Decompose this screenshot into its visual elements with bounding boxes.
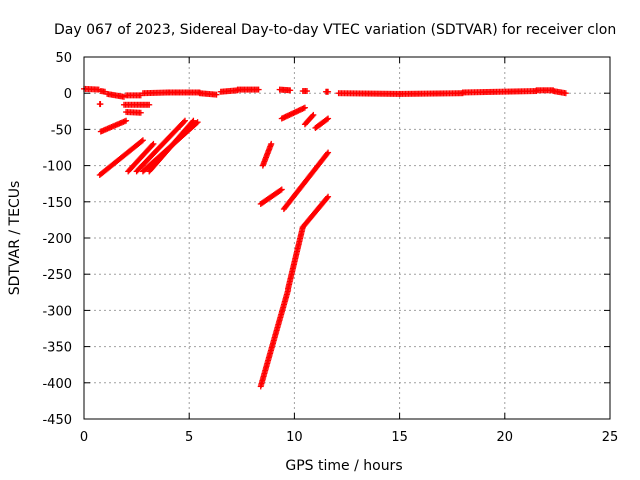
data-point (310, 111, 317, 118)
data-point (255, 86, 262, 93)
data-point (301, 104, 308, 111)
y-tick-label: 50 (55, 51, 72, 66)
data-point (181, 117, 188, 124)
x-tick-label: 5 (185, 430, 193, 445)
data-point (323, 116, 330, 123)
y-tick-label: -100 (42, 160, 72, 175)
x-axis-label: GPS time / hours (285, 458, 402, 474)
data-point (268, 140, 275, 147)
y-axis-label: SDTVAR / TECUs (7, 181, 23, 296)
data-point (97, 101, 104, 108)
data-point (123, 117, 130, 124)
chart-title: Day 067 of 2023, Sidereal Day-to-day VTE… (54, 22, 616, 38)
data-point (324, 150, 331, 157)
data-point (146, 101, 153, 108)
x-tick-label: 10 (286, 430, 303, 445)
data-point (138, 138, 145, 145)
data-point (325, 193, 332, 200)
data-markers (81, 85, 569, 390)
data-point (180, 118, 187, 125)
data-point (150, 140, 157, 147)
x-tick-label: 20 (497, 430, 514, 445)
data-point (139, 137, 146, 144)
data-point (137, 109, 144, 116)
plot-frame (83, 56, 611, 420)
data-point (278, 186, 285, 193)
y-tick-label: -350 (42, 341, 72, 356)
y-tick-label: -450 (42, 413, 72, 428)
grid-lines (84, 57, 610, 419)
x-tick-label: 0 (80, 430, 88, 445)
data-point (309, 112, 316, 119)
data-point (213, 91, 220, 98)
y-tick-label: -300 (42, 304, 72, 319)
data-point (324, 194, 331, 201)
y-tick-label: -150 (42, 196, 72, 211)
x-tick-label: 25 (602, 430, 619, 445)
data-point (562, 90, 569, 97)
y-tick-label: 0 (64, 87, 72, 102)
data-point (149, 141, 156, 148)
x-tick-label: 15 (391, 430, 408, 445)
data-point (287, 87, 294, 94)
data-point (194, 119, 201, 126)
data-point (189, 118, 196, 125)
y-tick-label: -200 (42, 232, 72, 247)
y-tick-label: -50 (51, 123, 72, 138)
data-point (325, 115, 332, 122)
axis-ticks: 0 5 10 15 20 25 50 0 -50 -100 -150 -200 -250 -300 -350… (42, 51, 618, 445)
y-tick-label: -400 (42, 377, 72, 392)
data-point (190, 117, 197, 124)
data-point (325, 88, 332, 95)
data-point (304, 88, 311, 95)
data-point (325, 149, 332, 156)
data-point (193, 120, 200, 127)
data-point (277, 187, 284, 194)
y-tick-label: -250 (42, 268, 72, 283)
